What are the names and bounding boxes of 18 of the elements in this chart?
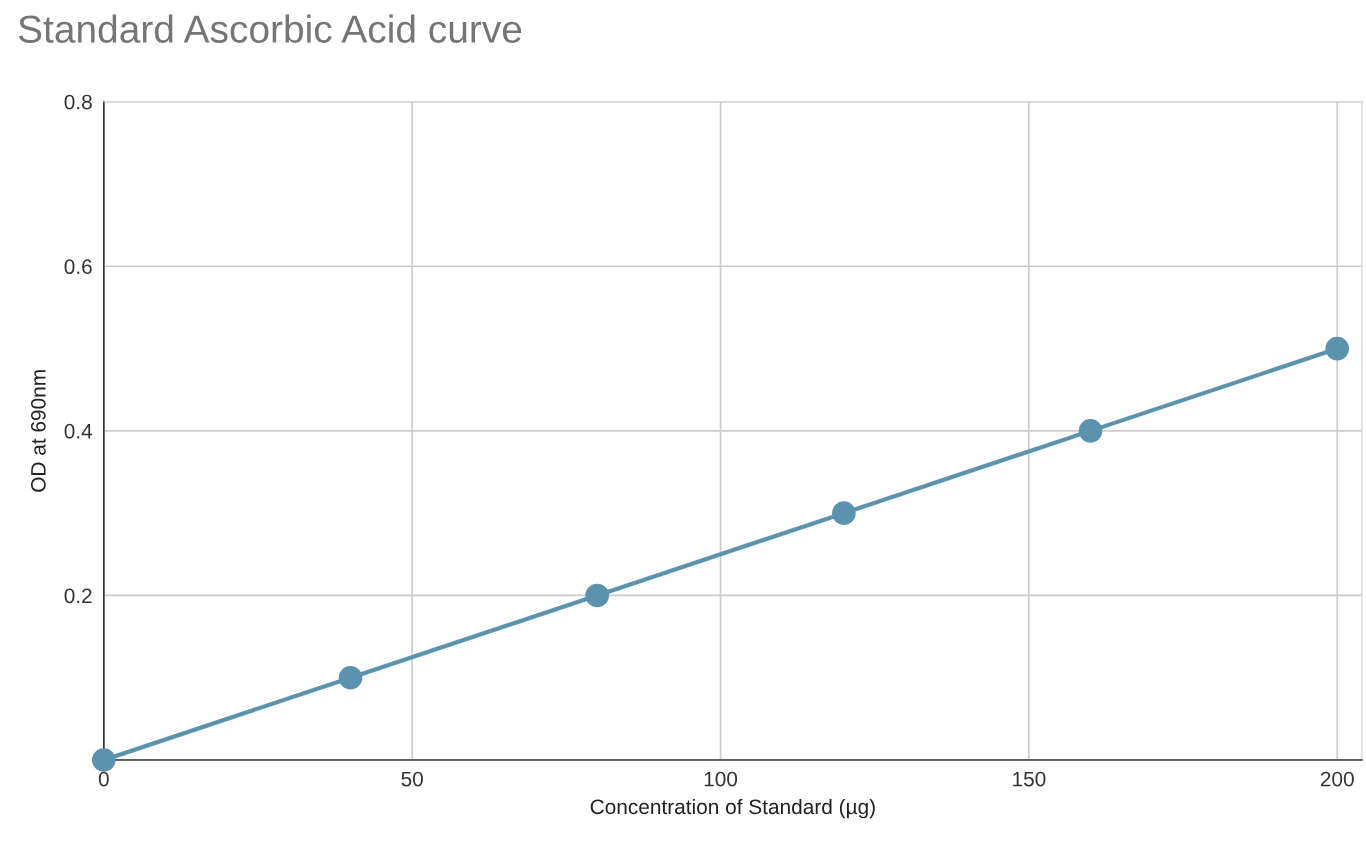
x-tick-label: 100 bbox=[704, 771, 738, 787]
point bbox=[92, 748, 116, 772]
y-tick-label: 0.2 bbox=[64, 588, 92, 604]
y-tick-label: 0.4 bbox=[64, 423, 93, 439]
point bbox=[585, 583, 609, 608]
x-tick-label: 200 bbox=[1320, 771, 1354, 787]
point bbox=[1078, 419, 1103, 443]
y-tick-label: 0.8 bbox=[64, 94, 92, 110]
chart-title: Standard Ascorbic Acid curve bbox=[18, 14, 522, 43]
point bbox=[338, 665, 363, 690]
x-tick-label: 50 bbox=[401, 771, 423, 787]
point bbox=[832, 501, 856, 525]
x-tick-label: 150 bbox=[1013, 771, 1046, 787]
y-tick-label: 0.6 bbox=[64, 259, 92, 275]
point bbox=[1325, 336, 1350, 361]
x-tick-label: 0 bbox=[98, 771, 109, 787]
x-axis-title: Concentration of Standard (µg) bbox=[590, 798, 875, 819]
y-axis-title: OD at 690nm bbox=[30, 370, 46, 492]
